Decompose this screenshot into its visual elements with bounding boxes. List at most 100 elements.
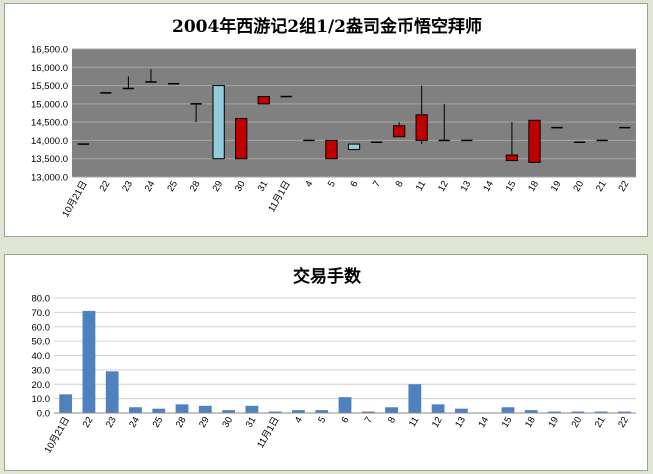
x-tick-label: 23 (120, 179, 135, 194)
x-tick-label: 7 (363, 415, 375, 425)
x-tick-label: 31 (256, 179, 271, 194)
volume-bar (524, 410, 538, 413)
x-tick-label: 30 (220, 415, 235, 430)
x-tick-label: 6 (348, 179, 360, 189)
volume-bar (454, 408, 468, 413)
x-tick-label: 11 (407, 415, 421, 429)
volume-bar (408, 384, 422, 413)
x-tick-label: 11 (414, 179, 428, 193)
y-tick-label: 16,500.0 (31, 45, 68, 56)
volume-bar (315, 410, 329, 413)
y-tick-label: 13,000.0 (31, 173, 68, 184)
candle-down (505, 154, 519, 162)
y-tick-label: 0.0 (37, 409, 50, 420)
volume-bar (548, 411, 561, 413)
volume-bar (129, 407, 142, 413)
volume-bar (105, 371, 119, 413)
x-tick-label: 24 (127, 415, 142, 430)
candle-down (392, 125, 406, 138)
x-tick-label: 29 (197, 415, 212, 430)
volume-chart-title: 交易手数 (293, 266, 362, 287)
y-tick-label: 16,000.0 (31, 63, 68, 74)
x-tick-label: 5 (316, 415, 328, 425)
x-tick-label: 25 (165, 179, 180, 194)
x-tick-label: 13 (453, 415, 468, 430)
y-tick-label: 15,000.0 (31, 99, 68, 110)
y-tick-label: 60.0 (32, 322, 51, 333)
x-tick-label: 15 (504, 179, 519, 194)
x-tick-label: 4 (303, 179, 315, 189)
x-tick-label: 24 (143, 179, 158, 194)
x-tick-label: 7 (371, 179, 383, 189)
x-tick-label: 10月21日 (60, 179, 90, 219)
volume-bar (198, 405, 212, 413)
y-tick-label: 15,500.0 (31, 81, 68, 92)
x-tick-label: 28 (188, 179, 203, 194)
x-tick-label: 12 (430, 415, 445, 430)
x-tick-label: 14 (481, 179, 496, 194)
x-tick-label: 19 (549, 179, 564, 194)
x-tick-label: 4 (293, 415, 305, 425)
volume-bar (338, 397, 352, 413)
volume-bar (617, 411, 631, 413)
x-tick-label: 13 (459, 179, 474, 194)
volume-bar (175, 404, 189, 413)
x-tick-label: 5 (326, 179, 338, 189)
x-tick-label: 21 (594, 179, 609, 194)
volume-bar (431, 404, 445, 413)
x-tick-label: 18 (523, 415, 538, 430)
candle-up (347, 143, 361, 151)
volume-bar (152, 408, 166, 413)
y-tick-label: 20.0 (32, 380, 51, 391)
y-tick-label: 10.0 (32, 394, 51, 405)
y-tick-label: 13,500.0 (31, 154, 68, 165)
x-tick-label: 15 (500, 415, 515, 430)
x-tick-label: 22 (616, 415, 631, 430)
volume-bar-chart: 交易手数 80.0 70.0 60.0 50.0 40.0 30.0 20.0 10.0 0.0… (32, 266, 636, 455)
volume-bar (292, 410, 305, 413)
y-tick-label: 40.0 (32, 351, 51, 362)
volume-bar (245, 405, 259, 413)
x-tick-label: 22 (81, 415, 96, 430)
y-tick-label: 14,000.0 (31, 136, 68, 147)
y-tick-label: 80.0 (32, 294, 51, 305)
candlestick-chart: 2004年西游记2组1/2盎司金币悟空拜师 16,500.0 16,000.0 15… (31, 16, 636, 219)
x-tick-label: 29 (210, 179, 225, 194)
x-tick-label: 8 (386, 415, 398, 425)
x-tick-label: 30 (233, 179, 248, 194)
candle-up (212, 85, 225, 160)
price-chart-title: 2004年西游记2组1/2盎司金币悟空拜师 (172, 16, 482, 37)
volume-bar (222, 410, 236, 413)
x-tick-label: 14 (476, 415, 491, 430)
y-tick-label: 50.0 (32, 337, 51, 348)
volume-bar (385, 407, 398, 413)
x-tick-label: 28 (174, 415, 189, 430)
x-tick-label: 6 (339, 415, 351, 425)
x-tick-label: 8 (394, 179, 406, 189)
x-tick-label: 23 (104, 415, 119, 430)
y-tick-label: 70.0 (32, 308, 51, 319)
candle-down (415, 114, 428, 141)
volume-bar (594, 411, 608, 413)
volume-bar (82, 310, 96, 413)
candle-down (257, 96, 270, 105)
y-tick-label: 30.0 (32, 365, 51, 376)
x-tick-label: 10月21日 (43, 415, 73, 455)
volume-chart-panel: 交易手数 80.0 70.0 60.0 50.0 40.0 30.0 20.0 10.0 0.0… (4, 254, 648, 471)
x-tick-label: 21 (593, 415, 608, 430)
x-tick-label: 31 (244, 415, 259, 430)
candle-down (235, 117, 248, 160)
x-tick-label: 19 (546, 415, 561, 430)
x-tick-label: 22 (617, 179, 632, 194)
x-tick-label: 12 (436, 179, 451, 194)
volume-bar (59, 394, 73, 413)
y-tick-label: 14,500.0 (31, 118, 68, 129)
volume-bar (361, 411, 375, 413)
x-tick-label: 11月1日 (255, 415, 282, 450)
candle-down (528, 119, 541, 163)
x-tick-label: 22 (98, 179, 113, 194)
volume-bar (268, 411, 282, 413)
volume-bar (571, 411, 585, 413)
candle-down (325, 139, 338, 160)
x-tick-label: 20 (571, 179, 586, 194)
